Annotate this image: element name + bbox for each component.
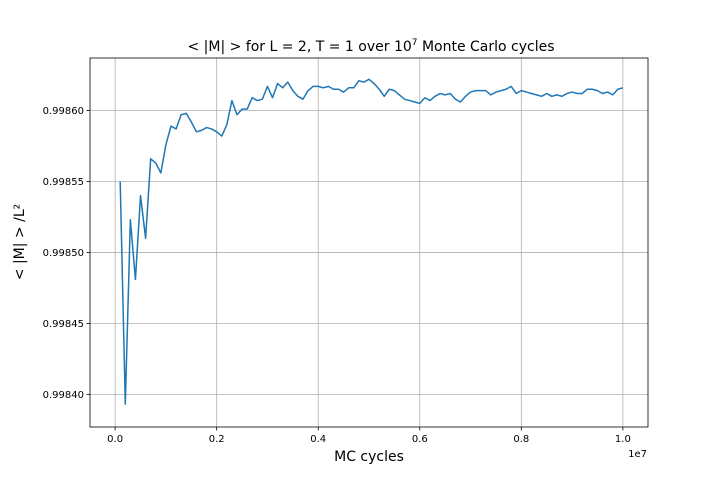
y-tick-label: 0.99850 <box>43 248 84 259</box>
y-ticks: 0.99840 0.99845 0.99850 0.99855 0.99860 <box>43 106 90 401</box>
series-layer <box>119 78 624 406</box>
plot-frame <box>89 57 649 428</box>
series-line <box>119 78 624 406</box>
y-tick-label: 0.99860 <box>43 106 84 117</box>
x-tick-label: 0.2 <box>209 434 225 445</box>
chart-title-exponent: 7 <box>412 38 418 48</box>
x-axis-label: MC cycles <box>334 449 404 465</box>
chart-title-tail: Monte Carlo cycles <box>418 39 555 55</box>
y-tick-label: 0.99840 <box>43 390 84 401</box>
y-tick-label: 0.99855 <box>43 177 84 188</box>
x-tick-label: 0.4 <box>310 434 326 445</box>
grid <box>90 58 648 427</box>
y-axis-label: < |M| > /L² <box>12 204 28 280</box>
chart-title-lead: < |M| > for L = 2, T = 1 over 10 <box>187 39 411 55</box>
x-tick-label: 0.6 <box>412 434 428 445</box>
x-offset-text: 1e7 <box>628 449 647 460</box>
x-tick-label: 1.0 <box>615 434 631 445</box>
x-tick-label: 0.8 <box>513 434 529 445</box>
x-tick-label: 0.0 <box>107 434 123 445</box>
y-tick-label: 0.99845 <box>43 319 84 330</box>
chart-title: < |M| > for L = 2, T = 1 over 107 Monte … <box>187 38 554 55</box>
x-ticks: 0.0 0.2 0.4 0.6 0.8 1.0 <box>107 427 631 445</box>
